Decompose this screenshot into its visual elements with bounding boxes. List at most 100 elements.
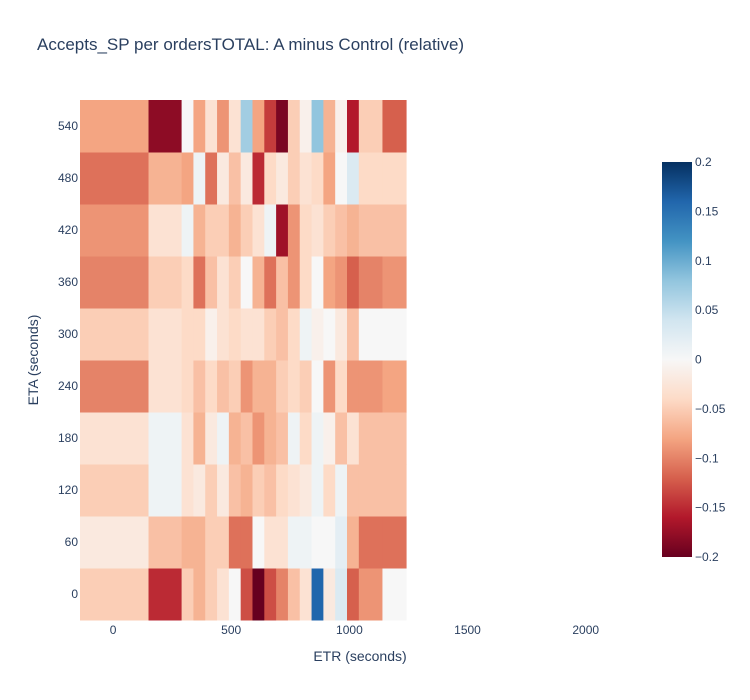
heatmap-cell <box>276 308 289 361</box>
heatmap-cell <box>228 412 242 465</box>
heatmap-cell <box>264 568 277 621</box>
heatmap-cell <box>311 516 324 569</box>
heatmap-cell <box>382 256 407 309</box>
heatmap-cell <box>287 464 301 517</box>
heatmap-cell <box>311 308 324 361</box>
heatmap-cell <box>311 360 324 413</box>
heatmap-cell <box>217 100 230 153</box>
heatmap-cell <box>358 100 383 153</box>
heatmap-cell <box>80 100 150 153</box>
colorbar-tick-label: 0.15 <box>695 204 719 218</box>
heatmap-cell <box>252 360 265 413</box>
x-axis-title: ETR (seconds) <box>313 648 406 664</box>
colorbar-tick-label: −0.2 <box>695 550 719 564</box>
heatmap-cell <box>193 256 206 309</box>
y-tick-label: 360 <box>58 275 78 289</box>
heatmap-cell <box>228 568 242 621</box>
heatmap-cell <box>347 412 360 465</box>
heatmap-cell <box>193 516 206 569</box>
heatmap-cell <box>382 412 407 465</box>
heatmap-cell <box>217 152 230 205</box>
heatmap-cell <box>264 516 277 569</box>
heatmap-cell <box>335 360 348 413</box>
heatmap-cell <box>287 204 301 257</box>
heatmap-cell <box>240 464 253 517</box>
heatmap-cell <box>311 204 324 257</box>
heatmap-cell <box>80 256 150 309</box>
heatmap-cell <box>311 100 324 153</box>
heatmap-cell <box>264 308 277 361</box>
heatmap-cell <box>240 516 253 569</box>
heatmap-cell <box>335 100 348 153</box>
heatmap-cell <box>148 516 183 569</box>
heatmap-cell <box>240 152 253 205</box>
heatmap-cell <box>217 256 230 309</box>
heatmap-cell <box>181 516 194 569</box>
heatmap-cells <box>80 100 407 621</box>
heatmap-cell <box>264 412 277 465</box>
heatmap-cell <box>240 412 253 465</box>
colorbar-ticks: 0.2 0.15 0.1 0.05 0 −0.05 −0.1 −0.15 −0.2 <box>695 155 726 564</box>
heatmap-cell <box>228 464 242 517</box>
heatmap-cell <box>264 464 277 517</box>
heatmap-cell <box>181 100 194 153</box>
heatmap-cell <box>287 412 301 465</box>
heatmap-cell <box>252 152 265 205</box>
heatmap-cell <box>311 152 324 205</box>
y-tick-label: 0 <box>71 587 78 601</box>
heatmap-cell <box>347 152 360 205</box>
heatmap-cell <box>347 256 360 309</box>
heatmap-cell <box>358 412 383 465</box>
heatmap-cell <box>347 516 360 569</box>
heatmap-cell <box>276 360 289 413</box>
heatmap-cell <box>382 204 407 257</box>
chart-title: Accepts_SP per ordersTOTAL: A minus Cont… <box>37 35 464 54</box>
heatmap-cell <box>252 464 265 517</box>
heatmap-cell <box>382 308 407 361</box>
x-tick-label: 0 <box>110 623 117 637</box>
heatmap-cell <box>323 568 336 621</box>
heatmap-cell <box>335 412 348 465</box>
heatmap-cell <box>323 152 336 205</box>
heatmap-cell <box>358 360 383 413</box>
heatmap-cell <box>264 256 277 309</box>
heatmap-cell <box>311 412 324 465</box>
y-tick-label: 180 <box>58 431 78 445</box>
heatmap-cell <box>347 568 360 621</box>
heatmap-cell <box>148 568 183 621</box>
heatmap-cell <box>287 100 301 153</box>
heatmap-cell <box>181 412 194 465</box>
colorbar-tick-label: −0.05 <box>695 402 726 416</box>
heatmap-cell <box>80 308 150 361</box>
heatmap-cell <box>181 256 194 309</box>
heatmap-cell <box>358 464 383 517</box>
y-tick-label: 300 <box>58 327 78 341</box>
y-tick-label: 480 <box>58 171 78 185</box>
heatmap-cell <box>205 464 218 517</box>
heatmap-cell <box>382 464 407 517</box>
heatmap-cell <box>252 412 265 465</box>
y-tick-label: 60 <box>65 535 79 549</box>
heatmap-cell <box>252 256 265 309</box>
heatmap-cell <box>217 360 230 413</box>
heatmap-cell <box>335 464 348 517</box>
heatmap-cell <box>205 204 218 257</box>
heatmap-cell <box>228 100 242 153</box>
heatmap-cell <box>299 568 313 621</box>
heatmap-cell <box>181 152 194 205</box>
y-axis-title: ETA (seconds) <box>25 315 41 406</box>
heatmap-cell <box>205 308 218 361</box>
heatmap-cell <box>252 308 265 361</box>
heatmap-cell <box>240 204 253 257</box>
heatmap-cell <box>335 568 348 621</box>
heatmap-cell <box>276 516 289 569</box>
heatmap-cell <box>80 464 150 517</box>
heatmap-cell <box>311 256 324 309</box>
heatmap-cell <box>217 412 230 465</box>
heatmap-cell <box>264 360 277 413</box>
x-tick-label: 500 <box>221 623 241 637</box>
heatmap-cell <box>148 464 183 517</box>
heatmap-cell <box>181 568 194 621</box>
heatmap-cell <box>228 152 242 205</box>
heatmap-cell <box>148 256 183 309</box>
